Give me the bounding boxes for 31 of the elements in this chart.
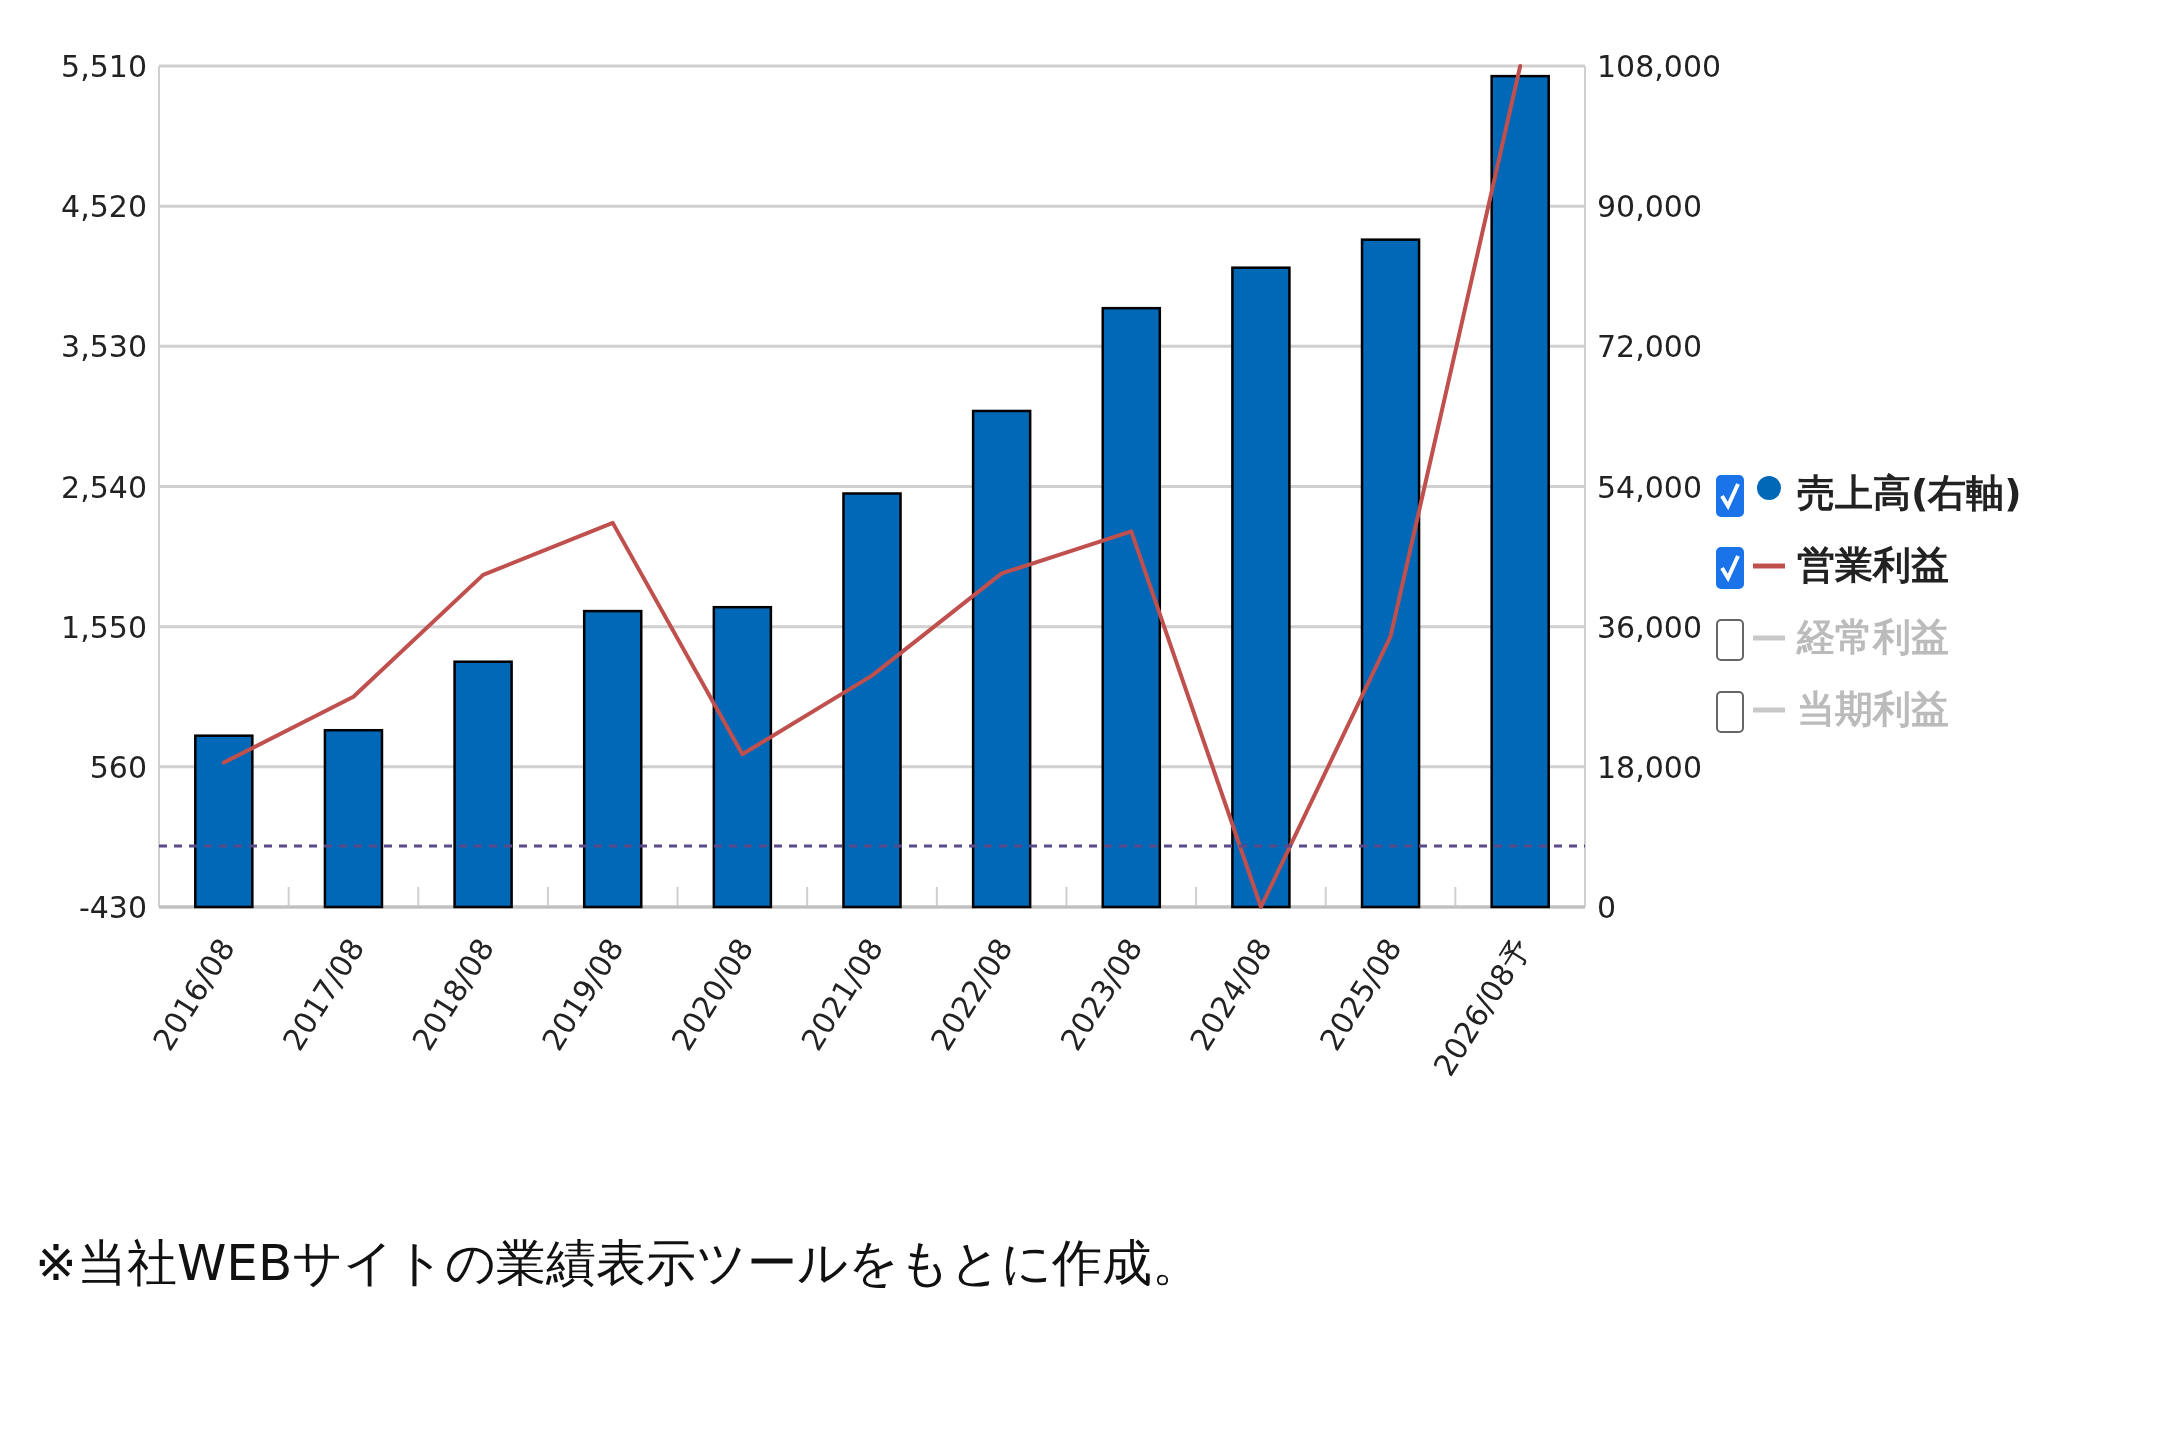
- y2-tick-label: 36,000: [1597, 609, 1702, 645]
- y2-tick-label: 54,000: [1597, 469, 1702, 505]
- y-tick-label: 4,520: [61, 189, 147, 225]
- bar: [453, 660, 513, 909]
- bar: [194, 734, 254, 909]
- legend-label: 当期利益: [1797, 687, 1949, 731]
- legend-label: 営業利益: [1797, 543, 1949, 587]
- y-tick-label: 2,540: [61, 469, 147, 505]
- y2-tick-label: 18,000: [1597, 749, 1702, 785]
- y-tick-label: 560: [89, 749, 147, 785]
- bar: [1231, 266, 1291, 909]
- legend-label: 売上高(右軸): [1797, 471, 2022, 515]
- y-tick-label: 1,550: [61, 609, 147, 645]
- bar: [842, 492, 902, 909]
- y-tick-label: 3,530: [61, 329, 147, 365]
- bar: [582, 609, 643, 909]
- y2-tick-label: 0: [1597, 890, 1617, 925]
- text: ※当社WEBサイトの業績表示ツールをもとに作成。: [35, 1234, 1203, 1292]
- legend-label: 経常利益: [1796, 615, 1949, 659]
- y2-tick-label: 72,000: [1597, 329, 1702, 365]
- y-tick-label: -430: [78, 890, 147, 925]
- y2-tick-label: 90,000: [1597, 189, 1702, 225]
- line-series: [221, 64, 1523, 909]
- bar: [323, 728, 384, 909]
- y-tick-label: 5,510: [61, 49, 147, 84]
- bar: [1360, 238, 1421, 909]
- bar: [1101, 306, 1162, 909]
- bar: [971, 409, 1032, 909]
- bar: [712, 605, 773, 909]
- bar: [1490, 74, 1550, 909]
- y2-tick-label: 108,000: [1597, 49, 1722, 84]
